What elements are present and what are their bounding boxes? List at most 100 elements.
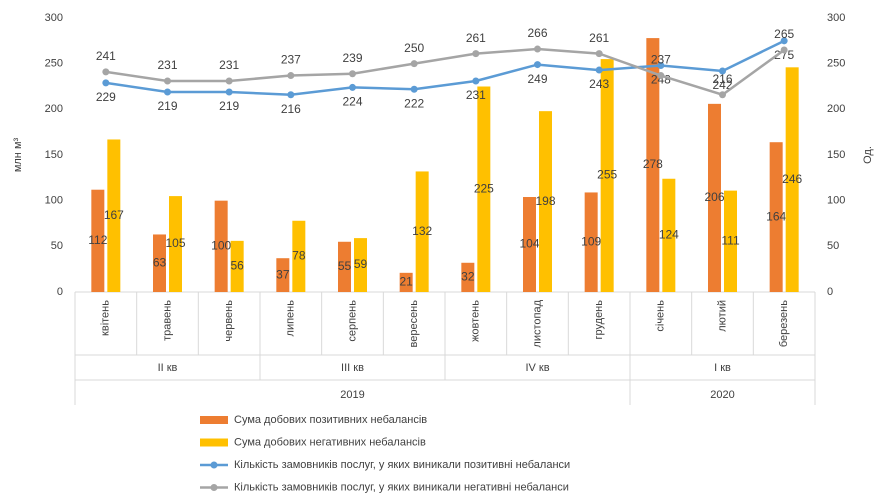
line-point — [534, 61, 541, 69]
legend-label: Сума добових позитивних небалансів — [234, 414, 427, 426]
data-label: 100 — [211, 239, 231, 253]
legend-swatch — [200, 416, 228, 424]
line-point — [410, 85, 418, 93]
bar — [338, 241, 351, 292]
y2-tick-label: 150 — [827, 149, 845, 161]
y-tick-label: 250 — [45, 58, 63, 70]
line — [105, 47, 785, 97]
data-label: 261 — [466, 31, 486, 45]
y-tick-label: 0 — [57, 286, 63, 298]
y-tick-label: 200 — [45, 103, 63, 115]
legend-swatch — [210, 484, 218, 491]
bar — [292, 220, 306, 292]
data-label: 21 — [399, 275, 413, 289]
y2-tick-label: 0 — [827, 286, 833, 298]
bar — [461, 262, 475, 292]
line-point — [410, 60, 418, 68]
quarter-label: IV кв — [525, 362, 549, 374]
line-point — [472, 50, 480, 58]
data-label: 224 — [342, 95, 362, 109]
line-point — [164, 77, 171, 85]
data-label: 206 — [704, 190, 724, 204]
line-point — [657, 72, 665, 80]
quarter-label: I кв — [714, 362, 731, 374]
data-label: 167 — [104, 208, 124, 222]
bar — [539, 111, 552, 292]
data-label: 216 — [712, 72, 732, 86]
data-label: 231 — [219, 58, 239, 72]
x-tick-label: липень — [285, 300, 297, 337]
y-axis-label: млн м³ — [12, 137, 24, 172]
y2-tick-label: 50 — [827, 240, 839, 252]
bar — [107, 139, 121, 292]
data-label: 111 — [721, 233, 740, 247]
data-label: 237 — [651, 53, 671, 67]
data-label: 56 — [230, 259, 244, 273]
data-label: 231 — [157, 58, 177, 72]
line-point — [349, 83, 356, 91]
bar — [415, 171, 429, 292]
y2-tick-label: 100 — [827, 195, 845, 207]
x-tick-label: квітень — [100, 300, 112, 336]
data-label: 104 — [519, 237, 539, 251]
bar — [153, 234, 166, 292]
legend-swatch — [210, 461, 218, 469]
quarter-label: III кв — [341, 362, 364, 374]
data-label: 105 — [165, 236, 185, 250]
data-label: 55 — [338, 259, 352, 273]
legend-label: Кількість замовників послуг, у яких вини… — [234, 481, 569, 493]
line-point — [534, 45, 541, 53]
data-label: 231 — [466, 88, 486, 102]
data-label: 216 — [281, 102, 301, 116]
y-tick-label: 100 — [45, 195, 63, 207]
data-label: 249 — [527, 72, 547, 86]
legend-label: Сума добових негативних небалансів — [234, 436, 426, 448]
quarter-label: II кв — [158, 362, 178, 374]
line-point — [164, 88, 171, 96]
bar — [600, 59, 614, 292]
x-tick-label: жовтень — [470, 300, 482, 342]
line-point — [225, 88, 233, 96]
x-tick-label: листопад — [531, 299, 543, 347]
data-label: 246 — [782, 172, 802, 186]
data-label: 198 — [535, 194, 555, 208]
line-point — [102, 79, 110, 87]
bar — [214, 200, 228, 292]
x-tick-label: січень — [655, 300, 667, 332]
y-tick-label: 150 — [45, 149, 63, 161]
bar — [584, 192, 598, 292]
line-point — [780, 37, 788, 45]
data-label: 237 — [281, 53, 301, 67]
data-label: 278 — [643, 157, 663, 171]
bar — [724, 190, 737, 292]
data-label: 241 — [96, 49, 116, 63]
x-tick-label: грудень — [593, 300, 605, 340]
data-label: 109 — [581, 234, 601, 248]
data-label: 124 — [659, 228, 679, 242]
line-point — [102, 68, 110, 76]
bar — [230, 240, 244, 292]
bar — [662, 178, 676, 292]
y-tick-label: 50 — [51, 240, 63, 252]
y-tick-label: 300 — [45, 12, 63, 24]
data-label: 219 — [219, 99, 239, 113]
data-label: 78 — [292, 249, 306, 263]
bar — [477, 86, 491, 292]
line-point — [349, 70, 356, 78]
data-label: 225 — [474, 181, 494, 195]
y2-tick-label: 300 — [827, 12, 845, 24]
bar — [708, 103, 721, 292]
bar — [169, 196, 182, 292]
data-label: 275 — [774, 48, 794, 62]
line-point — [225, 77, 233, 85]
data-label: 242 — [712, 78, 732, 92]
bar — [646, 38, 660, 292]
year-label: 2019 — [340, 389, 364, 401]
data-label: 219 — [157, 99, 177, 113]
bar — [354, 238, 367, 292]
bar — [523, 197, 536, 292]
line-point — [719, 67, 726, 75]
x-tick-label: травень — [161, 300, 173, 341]
x-tick-label: лютий — [716, 300, 728, 332]
